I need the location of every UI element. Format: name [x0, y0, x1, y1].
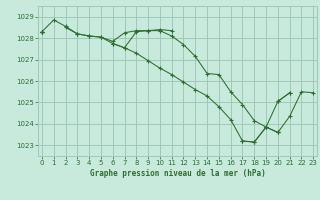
X-axis label: Graphe pression niveau de la mer (hPa): Graphe pression niveau de la mer (hPa) [90, 169, 266, 178]
